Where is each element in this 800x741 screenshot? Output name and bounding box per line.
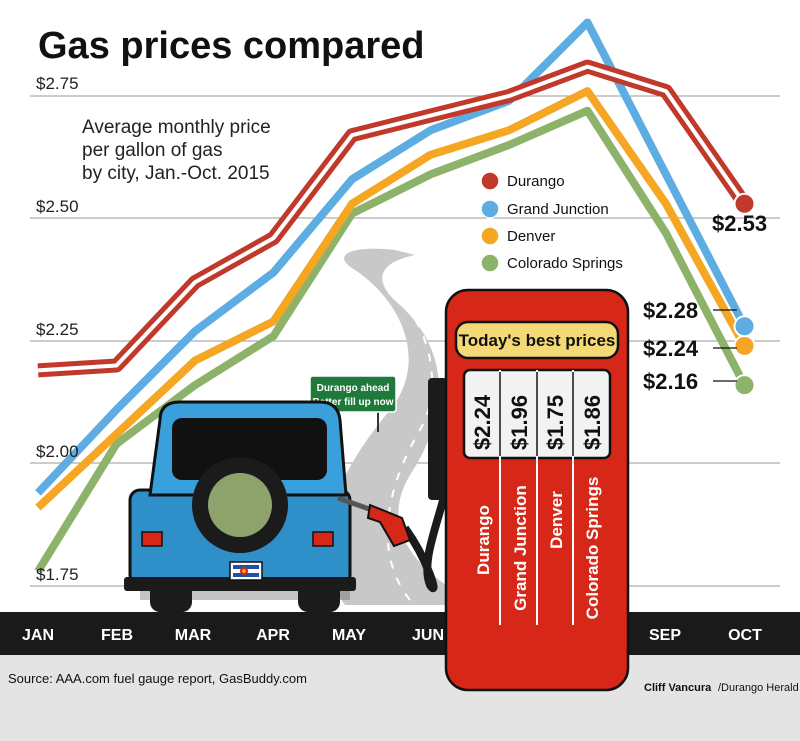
y-tick-label: $2.50	[36, 197, 79, 216]
legend-swatch-grand-junction	[480, 199, 500, 219]
pump-title-panel	[454, 320, 620, 360]
colorado-flag-bottom	[233, 573, 259, 577]
road-center-line	[384, 284, 433, 601]
fuel-hose	[401, 479, 452, 592]
series-end-point-grand-junction	[733, 315, 756, 338]
pump-city: Colorado Springs	[583, 477, 602, 620]
legend-label: Denver	[507, 228, 555, 245]
end-label-grand-junction: $2.28	[643, 298, 698, 323]
month-labels: JAN FEB MAR APR MAY JUN SEP OCT	[22, 627, 762, 644]
pump-price: $1.75	[543, 395, 568, 450]
y-tick-label: $2.75	[36, 74, 79, 93]
pump-city: Denver	[547, 491, 566, 549]
jeep-taillight-left	[141, 531, 163, 547]
series-end-point-colorado-springs	[733, 374, 756, 397]
legend-label: Grand Junction	[507, 201, 609, 218]
series-line-colorado-springs	[34, 106, 749, 574]
jeep-bumper	[124, 577, 356, 591]
road-sign-line1: Durango ahead	[317, 383, 390, 394]
end-label-colorado-springs: $2.16	[643, 369, 698, 394]
y-tick-label: $2.25	[36, 320, 79, 339]
month-label-mar: MAR	[175, 627, 212, 644]
legend-label: Durango	[507, 173, 565, 190]
end-labels: $2.53 $2.28 $2.24 $2.16	[643, 211, 767, 394]
pump-city: Durango	[474, 505, 493, 575]
jeep-illustration	[124, 400, 356, 612]
pump-city: Grand Junction	[511, 485, 530, 611]
gas-pump: Today's best prices $2.24 $1.96 $1.75 $1…	[428, 288, 630, 692]
jeep-rear-window	[172, 418, 327, 480]
month-label-oct: OCT	[728, 627, 762, 644]
month-label-may: MAY	[332, 627, 366, 644]
jeep-spare-tire-hub	[208, 473, 272, 537]
y-tick-labels: $2.75 $2.50 $2.25 $2.00 $1.75	[36, 74, 79, 584]
credit-name: Cliff Vancura	[644, 682, 712, 694]
month-label-apr: APR	[256, 627, 290, 644]
pump-title: Today's best prices	[459, 331, 616, 350]
chart-title: Gas prices compared	[38, 25, 425, 67]
series-line-grand-junction	[35, 18, 749, 496]
month-axis-band	[0, 612, 800, 655]
series-end-point-durango	[733, 192, 756, 215]
series-line-inner-durango	[37, 64, 747, 373]
nozzle-spout	[337, 495, 373, 513]
source-note: Source: AAA.com fuel gauge report, GasBu…	[8, 671, 307, 686]
legend-swatch-denver	[480, 226, 500, 246]
y-tick-label: $2.00	[36, 442, 79, 461]
chart-subtitle-line3: by city, Jan.-Oct. 2015	[82, 163, 270, 184]
end-label-durango: $2.53	[712, 211, 767, 236]
month-label-jun: JUN	[412, 627, 444, 644]
legend-label: Colorado Springs	[507, 255, 623, 272]
pump-price: $1.86	[580, 395, 605, 450]
footer-band	[0, 655, 800, 741]
series-layer	[34, 18, 756, 574]
series-line-denver	[35, 87, 749, 511]
pump-price: $1.96	[507, 395, 532, 450]
month-label-sep: SEP	[649, 627, 681, 644]
pump-price: $2.24	[470, 394, 495, 450]
nozzle-grip	[366, 503, 412, 548]
legend-swatch-colorado-springs	[480, 253, 500, 273]
chart-subtitle-line2: per gallon of gas	[82, 140, 223, 161]
jeep-taillight-right	[312, 531, 334, 547]
road	[325, 248, 480, 606]
legend: Durango Grand Junction Denver Colorado S…	[480, 171, 623, 273]
y-tick-label: $1.75	[36, 565, 79, 584]
legend-swatch-durango	[480, 171, 500, 191]
chart-subtitle-line1: Average monthly price	[82, 117, 271, 138]
colorado-flag-top	[233, 565, 259, 569]
pump-side-holster	[428, 378, 448, 500]
month-label-jan: JAN	[22, 627, 54, 644]
credit-org: /Durango Herald	[718, 682, 799, 694]
month-label-feb: FEB	[101, 627, 133, 644]
fuel-nozzle	[337, 479, 452, 592]
colorado-flag-dot	[242, 569, 246, 573]
series-end-point-denver	[733, 334, 756, 357]
end-label-denver: $2.24	[643, 336, 699, 361]
road-sign-line2: Better fill up now	[312, 397, 393, 408]
